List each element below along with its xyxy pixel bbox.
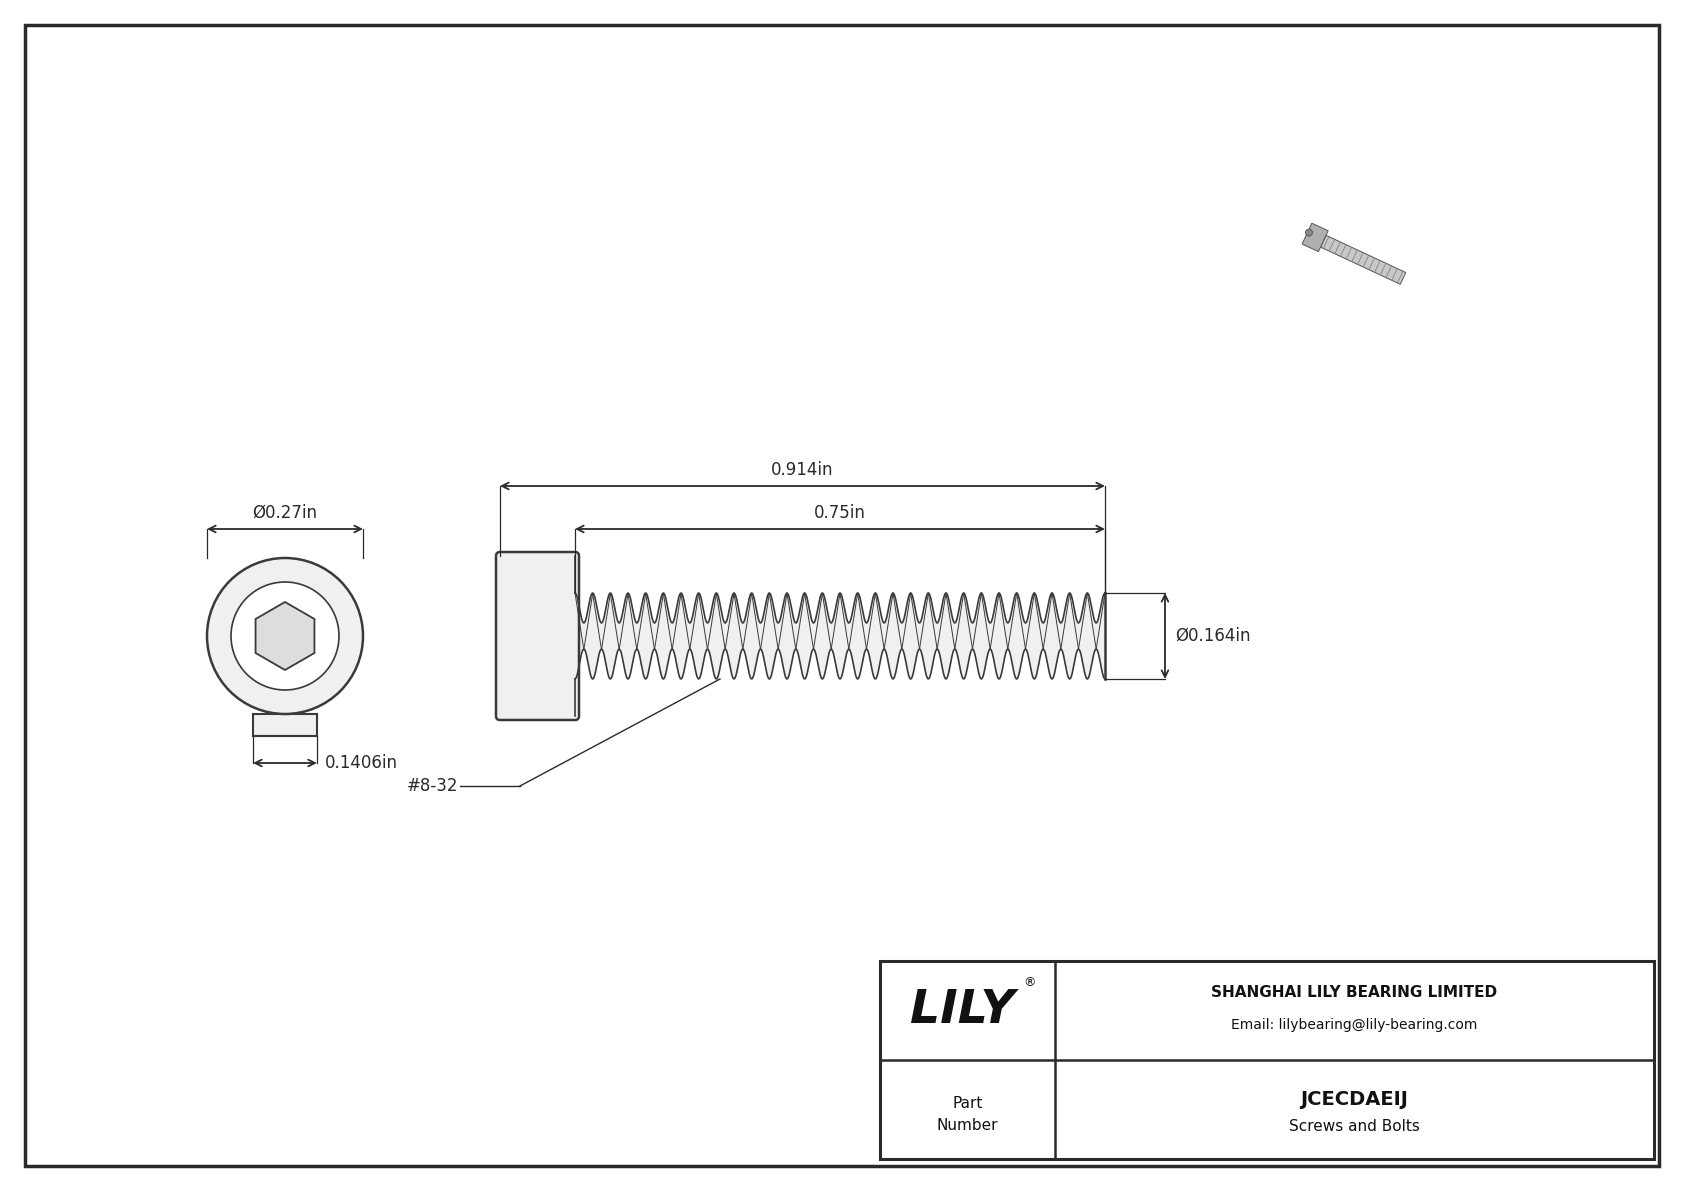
Polygon shape xyxy=(1320,236,1406,285)
FancyBboxPatch shape xyxy=(497,551,579,721)
Text: Email: lilybearing@lily-bearing.com: Email: lilybearing@lily-bearing.com xyxy=(1231,1018,1477,1033)
Text: Ø0.164in: Ø0.164in xyxy=(1175,626,1251,646)
Text: Ø0.27in: Ø0.27in xyxy=(253,504,318,522)
Text: ®: ® xyxy=(1024,975,1036,989)
Text: SHANGHAI LILY BEARING LIMITED: SHANGHAI LILY BEARING LIMITED xyxy=(1211,985,1497,1000)
Polygon shape xyxy=(574,593,1105,679)
Text: Screws and Bolts: Screws and Bolts xyxy=(1288,1120,1420,1134)
Bar xyxy=(881,961,1654,1159)
Text: 0.75in: 0.75in xyxy=(813,504,866,522)
Text: 0.914in: 0.914in xyxy=(771,461,834,479)
Text: 0.1406in: 0.1406in xyxy=(325,754,397,772)
Circle shape xyxy=(231,582,338,690)
Polygon shape xyxy=(1302,223,1329,251)
Polygon shape xyxy=(256,601,315,671)
Text: LILY: LILY xyxy=(909,989,1015,1033)
Circle shape xyxy=(1305,229,1312,236)
Bar xyxy=(253,713,317,736)
Text: Number: Number xyxy=(936,1118,999,1133)
Text: #8-32: #8-32 xyxy=(406,777,458,796)
Text: Part: Part xyxy=(953,1096,983,1111)
Text: JCECDAEIJ: JCECDAEIJ xyxy=(1300,1090,1408,1109)
Circle shape xyxy=(207,559,364,713)
